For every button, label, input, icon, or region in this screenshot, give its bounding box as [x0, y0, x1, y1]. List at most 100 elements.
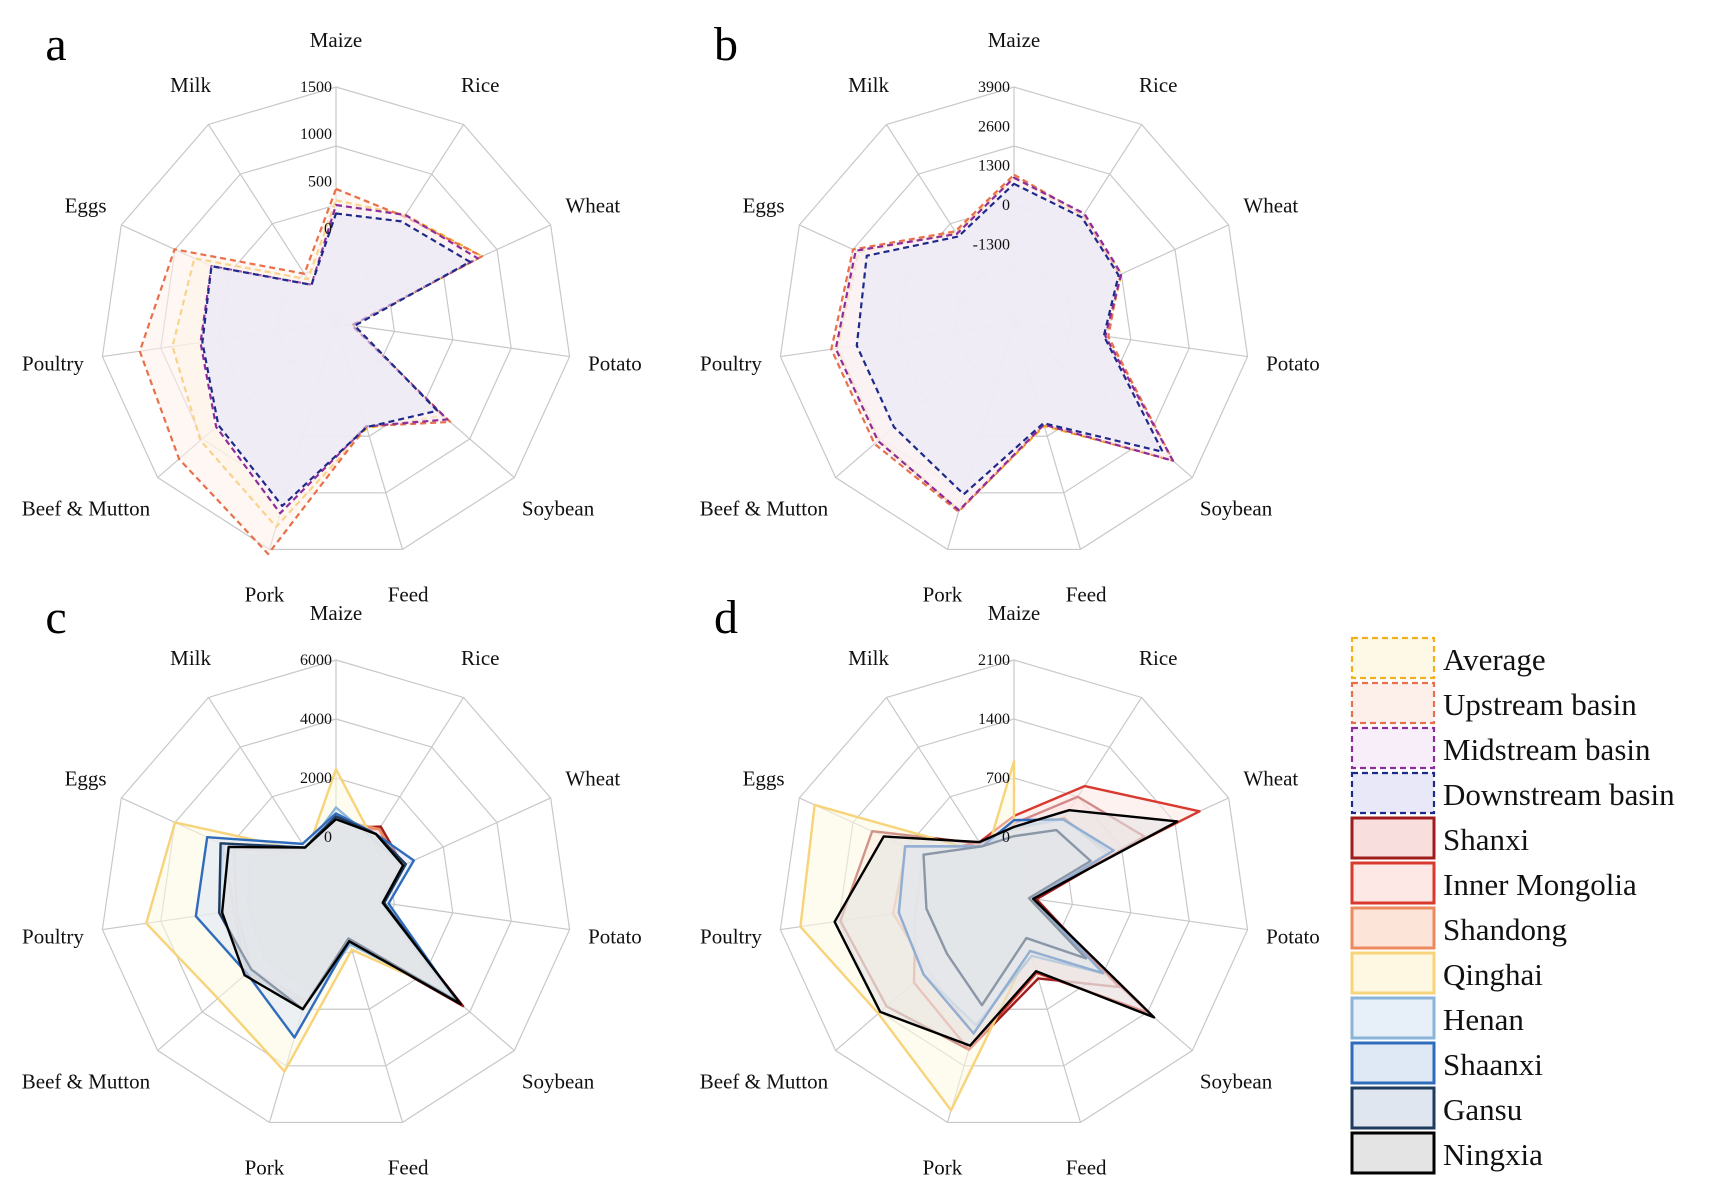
category-label-feed: Feed	[1066, 583, 1107, 607]
category-label-potato: Potato	[588, 351, 642, 375]
tick-label: 1500	[300, 79, 332, 96]
legend-swatch	[1350, 771, 1436, 815]
legend-swatch	[1350, 1086, 1436, 1130]
category-label-soybean: Soybean	[1200, 1069, 1273, 1093]
category-label-soybean: Soybean	[1200, 496, 1273, 520]
category-label-feed: Feed	[388, 583, 429, 607]
series-downstream-basin	[855, 182, 1164, 496]
category-label-potato: Potato	[1266, 924, 1320, 948]
series-downstream-basin	[201, 212, 472, 508]
panel-letter: a	[45, 18, 66, 71]
legend-item-midstream-basin: Midstream basin	[1350, 726, 1651, 770]
category-label-maize: Maize	[988, 28, 1040, 52]
category-label-pork: Pork	[923, 1156, 963, 1180]
legend-item-inner-mongolia: Inner Mongolia	[1350, 861, 1637, 905]
series-group	[799, 759, 1201, 1112]
legend: Average Upstream basin Midstream basin Down…	[1350, 636, 1675, 1175]
category-label-potato: Potato	[588, 924, 642, 948]
panel-letter: b	[714, 18, 738, 71]
legend-label: Shaanxi	[1443, 1047, 1543, 1082]
category-label-wheat: Wheat	[1243, 193, 1298, 217]
grid-ring	[160, 718, 512, 1067]
category-label-maize: Maize	[988, 601, 1040, 625]
tick-label: 2600	[978, 118, 1010, 135]
category-label-pork: Pork	[923, 583, 963, 607]
grid-ring	[779, 86, 1249, 551]
category-label-milk: Milk	[170, 73, 211, 97]
category-label-milk: Milk	[848, 646, 889, 670]
category-label-maize: Maize	[310, 28, 362, 52]
tick-label: 700	[986, 770, 1010, 787]
tick-label: 1400	[978, 711, 1010, 728]
tick-label: 2100	[978, 652, 1010, 669]
series-group	[138, 187, 484, 556]
legend-swatch	[1350, 951, 1436, 995]
legend-swatch	[1350, 636, 1436, 680]
tick-label: 6000	[300, 652, 332, 669]
category-label-pork: Pork	[245, 1156, 285, 1180]
category-label-potato: Potato	[1266, 351, 1320, 375]
radar-panel-d: 0 700 1400 2100 Maize Rice Wheat Potato Soybean F…	[700, 591, 1320, 1180]
legend-item-downstream-basin: Downstream basin	[1350, 771, 1675, 815]
tick-label: 4000	[300, 711, 332, 728]
legend-label: Qinghai	[1443, 957, 1543, 992]
category-label-eggs: Eggs	[65, 766, 107, 790]
legend-swatch	[1350, 906, 1436, 950]
tick-label: 0	[1002, 829, 1010, 846]
legend-label: Inner Mongolia	[1443, 867, 1637, 902]
category-label-wheat: Wheat	[1243, 766, 1298, 790]
tick-label: 500	[308, 173, 332, 190]
tick-label: 1000	[300, 126, 332, 143]
legend-swatch	[1350, 861, 1436, 905]
legend-swatch	[1350, 726, 1436, 770]
series-ningxia	[220, 818, 463, 1011]
category-label-maize: Maize	[310, 601, 362, 625]
category-label-beef-and-mutton: Beef & Mutton	[700, 496, 829, 520]
legend-label: Ningxia	[1443, 1137, 1543, 1172]
category-label-wheat: Wheat	[565, 193, 620, 217]
legend-swatch	[1350, 816, 1436, 860]
legend-item-ningxia: Ningxia	[1350, 1131, 1543, 1175]
legend-item-shaanxi: Shaanxi	[1350, 1041, 1543, 1085]
category-label-soybean: Soybean	[522, 496, 595, 520]
category-label-eggs: Eggs	[743, 193, 785, 217]
tick-label: -1300	[973, 236, 1010, 253]
legend-label: Shandong	[1443, 912, 1567, 947]
grid-ring	[160, 145, 512, 494]
legend-label: Midstream basin	[1443, 732, 1651, 767]
tick-label: 0	[324, 221, 332, 238]
legend-label: Average	[1443, 642, 1546, 677]
legend-swatch	[1350, 1131, 1436, 1175]
grid-ring	[779, 659, 1249, 1124]
legend-swatch	[1350, 681, 1436, 725]
legend-item-average: Average	[1350, 636, 1546, 680]
legend-label: Downstream basin	[1443, 777, 1675, 812]
category-label-rice: Rice	[1139, 73, 1177, 97]
category-label-beef-and-mutton: Beef & Mutton	[22, 1069, 151, 1093]
category-label-beef-and-mutton: Beef & Mutton	[700, 1069, 829, 1093]
grid-spoke	[335, 322, 570, 358]
tick-label: 2000	[300, 770, 332, 787]
category-label-poultry: Poultry	[700, 351, 762, 375]
category-label-rice: Rice	[461, 646, 499, 670]
panel-letter: c	[45, 591, 66, 644]
legend-swatch	[1350, 1041, 1436, 1085]
category-label-eggs: Eggs	[743, 766, 785, 790]
legend-label: Gansu	[1443, 1092, 1522, 1127]
category-label-poultry: Poultry	[700, 924, 762, 948]
series-ningxia	[833, 809, 1179, 1047]
category-label-soybean: Soybean	[522, 1069, 595, 1093]
category-label-pork: Pork	[245, 583, 285, 607]
grid-ring	[101, 659, 571, 1124]
category-label-beef-and-mutton: Beef & Mutton	[22, 496, 151, 520]
tick-label: 1300	[978, 158, 1010, 175]
legend-swatch	[1350, 996, 1436, 1040]
grid-ring	[838, 145, 1190, 494]
legend-item-qinghai: Qinghai	[1350, 951, 1543, 995]
legend-label: Upstream basin	[1443, 687, 1637, 722]
category-label-rice: Rice	[461, 73, 499, 97]
legend-label: Shanxi	[1443, 822, 1530, 857]
category-label-feed: Feed	[388, 1156, 429, 1180]
